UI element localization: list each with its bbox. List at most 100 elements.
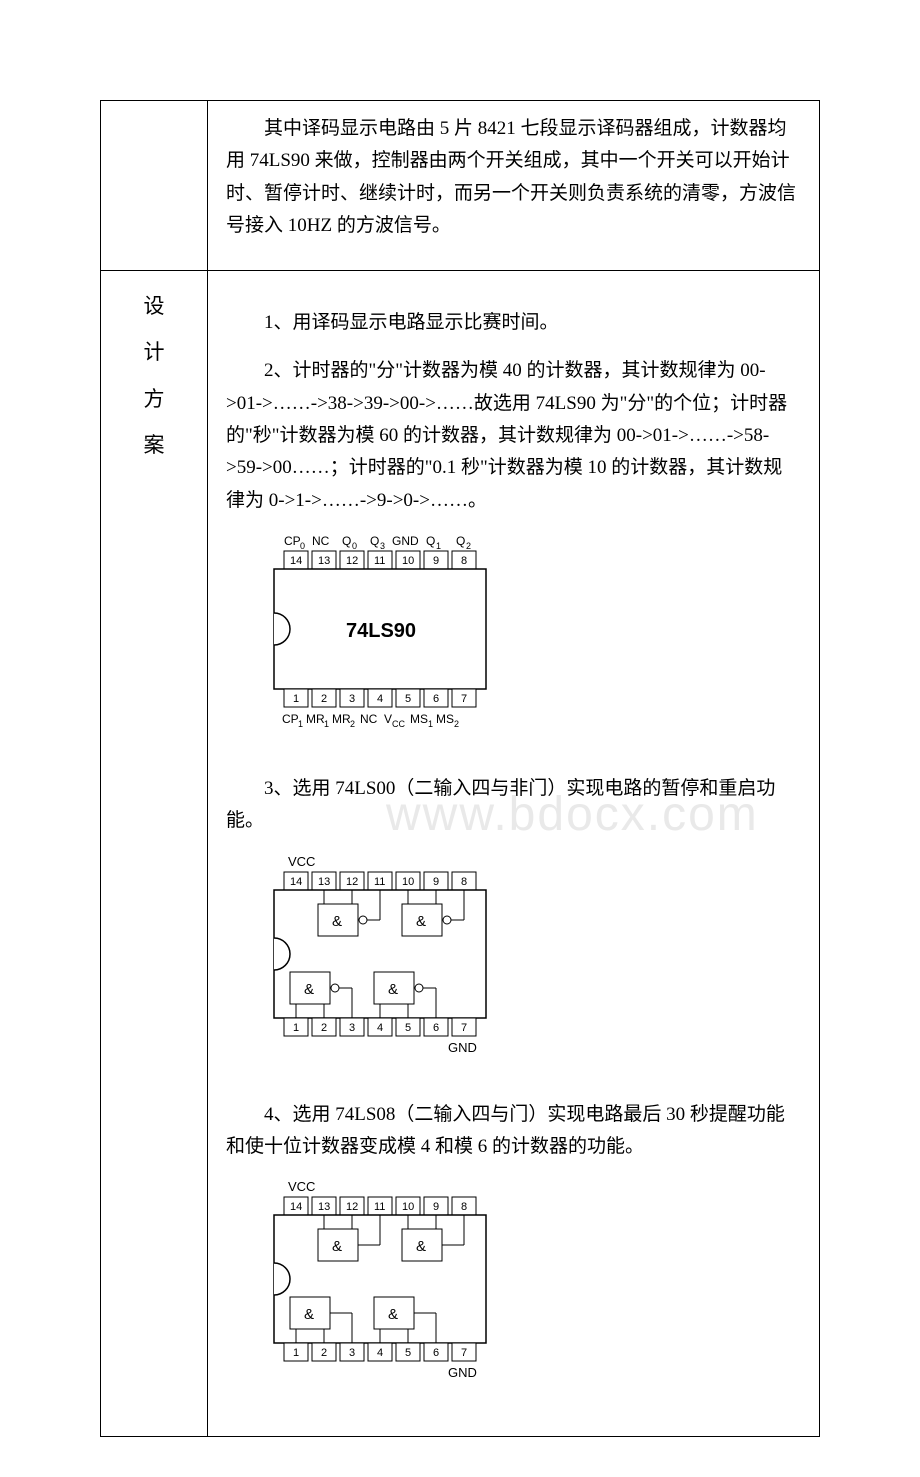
para-3: 3、选用 74LS00（二输入四与非门）实现电路的暂停和重启功能。 bbox=[226, 773, 801, 838]
row1-content-cell: 其中译码显示电路由 5 片 8421 七段显示译码器组成，计数器均用 74LS9… bbox=[208, 101, 820, 271]
row2-side-cell: 设 计 方 案 bbox=[101, 271, 208, 1437]
vcc-label: VCC bbox=[288, 1179, 315, 1194]
svg-text:12: 12 bbox=[346, 876, 358, 888]
gnd-label: GND bbox=[448, 1365, 477, 1380]
svg-text:2: 2 bbox=[466, 541, 471, 551]
svg-text:6: 6 bbox=[433, 1347, 439, 1359]
page: 其中译码显示电路由 5 片 8421 七段显示译码器组成，计数器均用 74LS9… bbox=[0, 0, 920, 1477]
svg-text:4: 4 bbox=[377, 1347, 383, 1359]
svg-text:7: 7 bbox=[461, 693, 467, 705]
svg-text:&: & bbox=[304, 981, 314, 998]
svg-text:2: 2 bbox=[321, 693, 327, 705]
svg-text:NC: NC bbox=[312, 534, 330, 548]
para-1: 1、用译码显示电路显示比赛时间。 bbox=[226, 307, 801, 339]
bottom-pins: 1 2 3 4 5 6 7 bbox=[284, 689, 476, 707]
svg-text:MS: MS bbox=[436, 712, 454, 726]
svg-text:8: 8 bbox=[461, 876, 467, 888]
top-pins: 14 13 12 11 10 9 8 bbox=[284, 551, 476, 569]
chip-74ls08-diagram: VCC 14 13 12 11 10 9 8 bbox=[266, 1179, 801, 1404]
svg-text:MR: MR bbox=[332, 712, 351, 726]
svg-text:11: 11 bbox=[374, 555, 385, 567]
chip-name: 74LS90 bbox=[346, 620, 416, 642]
svg-text:8: 8 bbox=[461, 555, 467, 567]
svg-text:14: 14 bbox=[290, 876, 302, 888]
para-2: 2、计时器的"分"计数器为模 40 的计数器，其计数规律为 00->01->……… bbox=[226, 355, 801, 516]
svg-text:10: 10 bbox=[402, 1201, 414, 1213]
svg-text:MS: MS bbox=[410, 712, 428, 726]
row1-paragraph: 其中译码显示电路由 5 片 8421 七段显示译码器组成，计数器均用 74LS9… bbox=[226, 113, 801, 242]
svg-text:&: & bbox=[388, 1306, 398, 1323]
row2-content-cell: 1、用译码显示电路显示比赛时间。 2、计时器的"分"计数器为模 40 的计数器，… bbox=[208, 271, 820, 1437]
svg-text:&: & bbox=[416, 913, 426, 930]
svg-text:1: 1 bbox=[428, 719, 433, 729]
svg-text:1: 1 bbox=[293, 693, 299, 705]
svg-text:5: 5 bbox=[405, 1022, 411, 1034]
row1-side-cell bbox=[101, 101, 208, 271]
svg-text:NC: NC bbox=[360, 712, 378, 726]
main-table: 其中译码显示电路由 5 片 8421 七段显示译码器组成，计数器均用 74LS9… bbox=[100, 100, 820, 1437]
svg-text:V: V bbox=[384, 712, 392, 726]
svg-text:CP: CP bbox=[282, 712, 299, 726]
svg-text:1: 1 bbox=[293, 1347, 299, 1359]
svg-text:11: 11 bbox=[374, 1201, 385, 1213]
svg-text:6: 6 bbox=[433, 1022, 439, 1034]
svg-text:7: 7 bbox=[461, 1022, 467, 1034]
svg-text:&: & bbox=[332, 913, 342, 930]
svg-text:&: & bbox=[388, 981, 398, 998]
svg-text:2: 2 bbox=[350, 719, 355, 729]
svg-text:8: 8 bbox=[461, 1201, 467, 1213]
svg-text:1: 1 bbox=[298, 719, 303, 729]
svg-text:3: 3 bbox=[349, 693, 355, 705]
svg-text:1: 1 bbox=[293, 1022, 299, 1034]
svg-text:Q: Q bbox=[426, 534, 435, 548]
svg-text:Q: Q bbox=[370, 534, 379, 548]
side-char: 案 bbox=[119, 422, 189, 468]
svg-text:&: & bbox=[304, 1306, 314, 1323]
side-char: 计 bbox=[119, 329, 189, 375]
svg-text:10: 10 bbox=[402, 555, 414, 567]
svg-text:10: 10 bbox=[402, 876, 414, 888]
svg-text:&: & bbox=[416, 1238, 426, 1255]
side-char: 方 bbox=[119, 376, 189, 422]
svg-text:4: 4 bbox=[377, 693, 383, 705]
svg-text:2: 2 bbox=[454, 719, 459, 729]
svg-text:MR: MR bbox=[306, 712, 325, 726]
svg-text:13: 13 bbox=[318, 876, 330, 888]
svg-text:3: 3 bbox=[380, 541, 385, 551]
svg-text:9: 9 bbox=[433, 876, 439, 888]
svg-text:13: 13 bbox=[318, 1201, 330, 1213]
table-row: 其中译码显示电路由 5 片 8421 七段显示译码器组成，计数器均用 74LS9… bbox=[101, 101, 820, 271]
vcc-label: VCC bbox=[288, 854, 315, 869]
svg-text:9: 9 bbox=[433, 555, 439, 567]
svg-text:1: 1 bbox=[436, 541, 441, 551]
svg-text:14: 14 bbox=[290, 555, 302, 567]
svg-text:14: 14 bbox=[290, 1201, 302, 1213]
svg-text:12: 12 bbox=[346, 555, 358, 567]
svg-text:0: 0 bbox=[300, 541, 305, 551]
chip-74ls90-diagram: CP0 NC Q0 Q3 GND Q1 Q2 14 13 12 11 bbox=[266, 533, 801, 753]
svg-text:3: 3 bbox=[349, 1022, 355, 1034]
svg-text:2: 2 bbox=[321, 1022, 327, 1034]
svg-text:5: 5 bbox=[405, 1347, 411, 1359]
svg-text:Q: Q bbox=[456, 534, 465, 548]
svg-text:7: 7 bbox=[461, 1347, 467, 1359]
para-4: 4、选用 74LS08（二输入四与门）实现电路最后 30 秒提醒功能和使十位计数… bbox=[226, 1099, 801, 1164]
svg-text:Q: Q bbox=[342, 534, 351, 548]
svg-text:GND: GND bbox=[392, 534, 419, 548]
table-row: 设 计 方 案 1、用译码显示电路显示比赛时间。 2、计时器的"分"计数器为模 … bbox=[101, 271, 820, 1437]
svg-text:6: 6 bbox=[433, 693, 439, 705]
chip-74ls00-diagram: VCC 14 13 12 11 10 9 8 bbox=[266, 854, 801, 1079]
svg-text:0: 0 bbox=[352, 541, 357, 551]
gnd-label: GND bbox=[448, 1040, 477, 1055]
svg-text:&: & bbox=[332, 1238, 342, 1255]
svg-text:3: 3 bbox=[349, 1347, 355, 1359]
svg-text:4: 4 bbox=[377, 1022, 383, 1034]
svg-text:12: 12 bbox=[346, 1201, 358, 1213]
svg-text:2: 2 bbox=[321, 1347, 327, 1359]
side-char: 设 bbox=[119, 283, 189, 329]
svg-text:11: 11 bbox=[374, 876, 385, 888]
svg-text:5: 5 bbox=[405, 693, 411, 705]
svg-text:13: 13 bbox=[318, 555, 330, 567]
svg-text:CC: CC bbox=[392, 719, 405, 729]
svg-text:1: 1 bbox=[324, 719, 329, 729]
